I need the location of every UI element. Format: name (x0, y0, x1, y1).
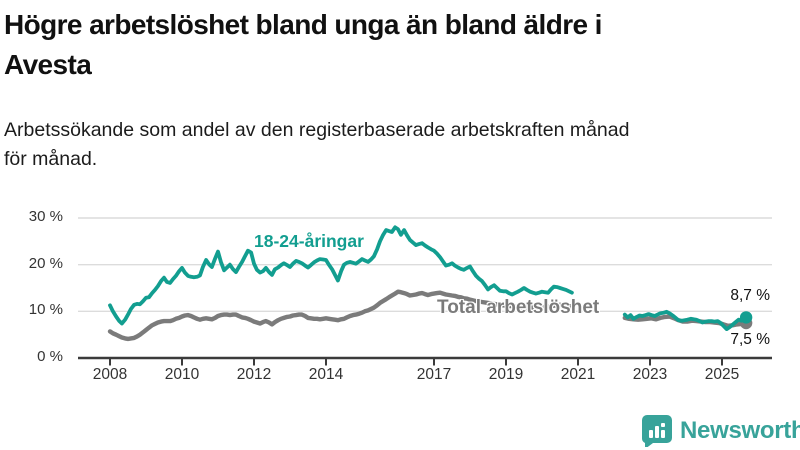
y-tick-label: 10 % (28, 301, 63, 319)
newsworthy-logo-text: Newsworthy (680, 417, 800, 444)
series-end-dot-18-24 (739, 311, 753, 324)
x-tick-label: 2017 (416, 366, 452, 383)
page-title: Högre arbetslöshet bland unga än bland ä… (4, 5, 796, 85)
series-line-18-24 (108, 225, 574, 326)
series-label-18-24: 18-24-åringar (254, 231, 364, 251)
x-tick-label: 2010 (164, 366, 200, 383)
x-tick-label: 2025 (704, 366, 740, 383)
series-label-total: Total arbetslöshet (437, 297, 600, 318)
y-tick-label: 20 % (28, 254, 63, 272)
newsworthy-logo-link[interactable]: Newsworthy (642, 415, 800, 447)
end-value-label-18-24: 8,7 % (730, 287, 770, 304)
x-tick-label: 2019 (488, 366, 524, 383)
chart-subtitle: Arbetssökande som andel av den registerb… (4, 116, 796, 174)
x-tick-label: 2021 (560, 366, 596, 383)
newsworthy-logo-icon (642, 415, 672, 447)
x-tick-label: 2012 (236, 366, 272, 383)
title-line-2: Avesta (4, 49, 92, 80)
x-tick-label: 2008 (92, 366, 128, 383)
y-tick-label: 30 % (28, 208, 63, 225)
x-tick-label: 2023 (632, 366, 668, 383)
x-tick-label: 2014 (308, 366, 344, 383)
series-line-18-24 (622, 309, 748, 332)
y-tick-label: 0 % (37, 348, 63, 365)
title-line-1: Högre arbetslöshet bland unga än bland ä… (4, 9, 602, 40)
end-value-label-total: 7,5 % (730, 331, 770, 348)
series-line-total (107, 289, 575, 342)
subtitle-line-2: för månad. (4, 148, 98, 170)
subtitle-line-1: Arbetssökande som andel av den registerb… (4, 119, 630, 141)
